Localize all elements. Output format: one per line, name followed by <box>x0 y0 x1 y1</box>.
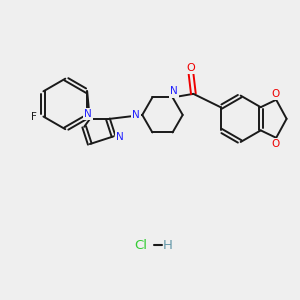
Text: O: O <box>272 139 280 149</box>
Text: N: N <box>116 132 124 142</box>
Text: O: O <box>187 63 195 73</box>
Text: N: N <box>170 86 178 97</box>
Text: N: N <box>132 110 140 120</box>
Text: N: N <box>84 109 92 119</box>
Text: O: O <box>272 89 280 99</box>
Text: Cl: Cl <box>135 238 148 252</box>
Text: H: H <box>163 238 173 252</box>
Text: F: F <box>31 112 37 122</box>
